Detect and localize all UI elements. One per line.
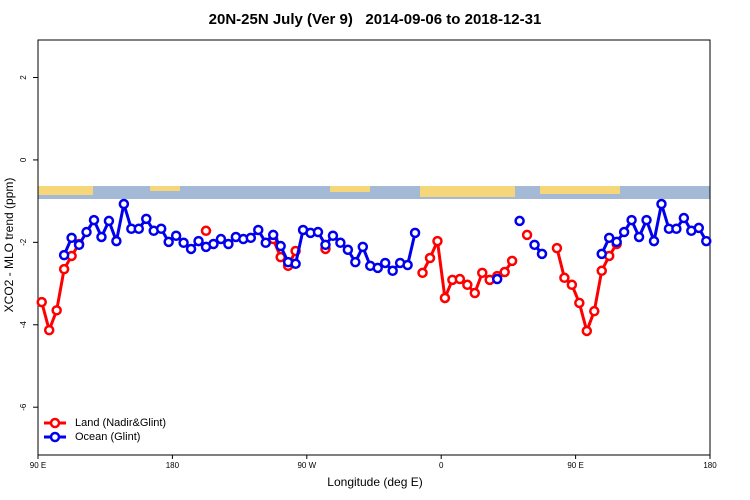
data-point bbox=[551, 242, 563, 254]
data-point bbox=[73, 239, 85, 251]
map-strip bbox=[38, 186, 710, 199]
data-point bbox=[379, 257, 391, 269]
x-tick-label: 180 bbox=[166, 461, 180, 470]
data-point bbox=[671, 223, 682, 234]
data-point bbox=[589, 305, 600, 317]
data-point bbox=[596, 248, 607, 260]
data-point bbox=[633, 231, 645, 243]
x-tick-label: 90 E bbox=[567, 461, 583, 470]
data-point bbox=[462, 279, 473, 291]
data-point bbox=[656, 198, 667, 210]
y-tick-label: 0 bbox=[19, 157, 28, 162]
data-point bbox=[88, 214, 100, 226]
data-point bbox=[521, 229, 533, 241]
y-tick-label: -4 bbox=[19, 321, 28, 329]
data-point bbox=[469, 287, 481, 299]
data-point bbox=[275, 240, 286, 252]
y-tick-label: -2 bbox=[19, 238, 28, 246]
data-point bbox=[678, 212, 690, 224]
data-point bbox=[529, 239, 540, 251]
data-point bbox=[215, 233, 227, 245]
data-point bbox=[611, 236, 622, 248]
data-point bbox=[432, 235, 443, 247]
data-point bbox=[155, 223, 167, 234]
data-point bbox=[409, 227, 421, 239]
data-point bbox=[402, 259, 413, 271]
data-point bbox=[43, 324, 55, 336]
plot-frame bbox=[37, 39, 711, 456]
data-point bbox=[581, 325, 593, 337]
data-point bbox=[701, 235, 712, 247]
x-tick-label: 90 E bbox=[30, 461, 46, 470]
data-point bbox=[491, 273, 503, 285]
data-point bbox=[253, 224, 264, 236]
data-point bbox=[327, 230, 339, 242]
data-point bbox=[454, 273, 466, 285]
data-point bbox=[618, 226, 630, 238]
data-point bbox=[335, 237, 346, 249]
data-point bbox=[574, 297, 585, 309]
data-point bbox=[260, 237, 271, 249]
chart-title: 20N-25N July (Ver 9) 2014-09-06 to 2018-… bbox=[209, 11, 542, 28]
data-point bbox=[648, 235, 660, 247]
data-point bbox=[163, 236, 174, 248]
data-point bbox=[267, 229, 279, 241]
data-point bbox=[51, 305, 62, 316]
data-point bbox=[536, 248, 548, 260]
data-point bbox=[693, 222, 705, 234]
data-point bbox=[223, 238, 234, 250]
data-point bbox=[193, 235, 204, 247]
data-point bbox=[66, 232, 77, 244]
legend-marker bbox=[49, 431, 61, 443]
data-point bbox=[200, 225, 212, 237]
x-tick-label: 0 bbox=[439, 461, 444, 470]
legend-label: Ocean (Glint) bbox=[75, 431, 140, 443]
data-point bbox=[312, 226, 324, 238]
data-point bbox=[185, 243, 197, 255]
data-point bbox=[290, 258, 301, 270]
legend-marker bbox=[49, 417, 61, 429]
data-point bbox=[170, 230, 182, 242]
data-point bbox=[320, 239, 331, 251]
legend-label: Land (Nadir&Glint) bbox=[75, 417, 166, 429]
data-point bbox=[596, 265, 607, 277]
data-point bbox=[514, 215, 525, 227]
data-point bbox=[559, 272, 570, 284]
data-point bbox=[81, 226, 92, 238]
data-point bbox=[178, 237, 189, 249]
data-point bbox=[499, 266, 510, 278]
data-point bbox=[245, 232, 257, 244]
y-axis-title: XCO2 - MLO trend (ppm) bbox=[2, 178, 16, 313]
data-point bbox=[372, 262, 383, 274]
data-point bbox=[566, 279, 578, 291]
data-point bbox=[58, 263, 70, 275]
data-point bbox=[603, 232, 615, 244]
data-point bbox=[141, 213, 152, 225]
data-point bbox=[626, 214, 637, 226]
data-point bbox=[477, 267, 488, 279]
data-point bbox=[357, 241, 369, 253]
x-tick-label: 180 bbox=[703, 461, 717, 470]
x-axis-title: Longitude (deg E) bbox=[327, 475, 422, 489]
data-point bbox=[103, 215, 115, 227]
data-point bbox=[387, 265, 398, 277]
data-point bbox=[133, 223, 145, 234]
data-point bbox=[208, 238, 219, 250]
data-point bbox=[641, 214, 652, 226]
data-point bbox=[58, 249, 70, 261]
data-point bbox=[118, 198, 130, 210]
data-point bbox=[439, 292, 451, 304]
data-point bbox=[424, 252, 436, 264]
data-point bbox=[350, 256, 361, 268]
x-tick-label: 90 W bbox=[297, 461, 316, 470]
data-point bbox=[506, 255, 518, 267]
data-point bbox=[96, 231, 107, 243]
data-point bbox=[111, 235, 122, 247]
data-point bbox=[342, 244, 354, 256]
data-point bbox=[36, 296, 47, 308]
data-point bbox=[417, 267, 428, 279]
y-tick-label: 2 bbox=[19, 75, 28, 80]
y-tick-label: -6 bbox=[19, 403, 28, 411]
